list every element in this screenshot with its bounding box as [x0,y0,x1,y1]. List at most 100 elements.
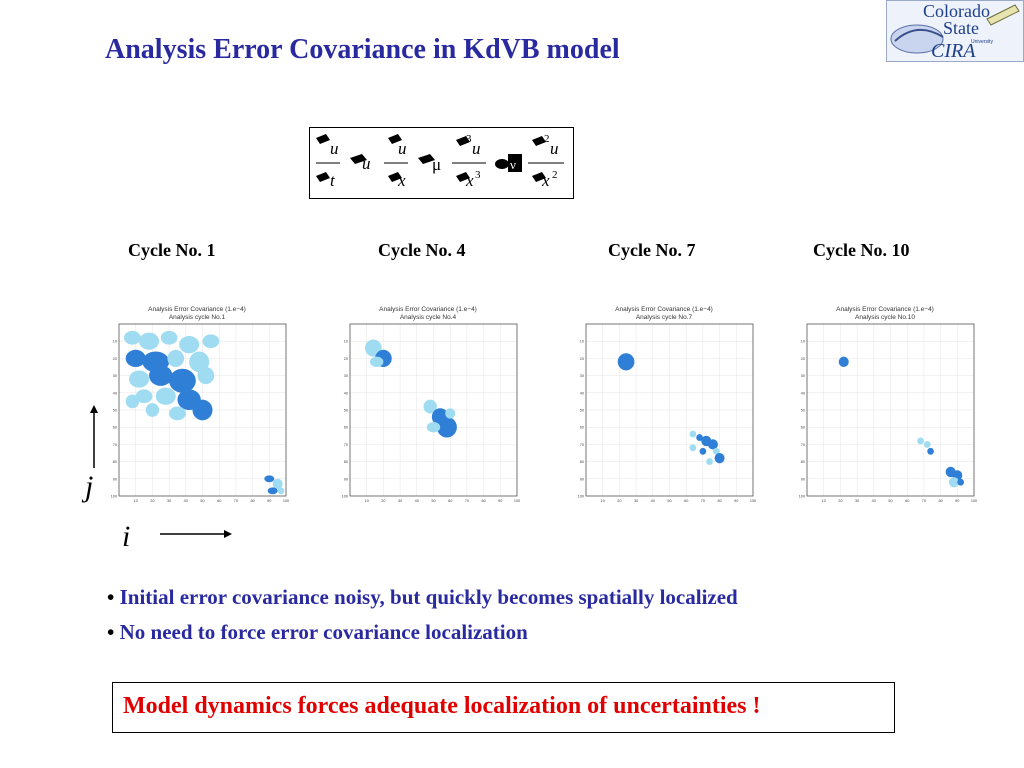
plot-frame [585,323,754,497]
y-tick-label: 30 [344,374,348,378]
x-tick-label: 20 [838,499,842,503]
covariance-blob [436,416,457,438]
eq-x-3: x [541,171,550,190]
eq-mu: μ [432,155,441,174]
x-tick-label: 50 [888,499,892,503]
y-tick-label: 40 [801,391,805,395]
x-tick-label: 20 [150,499,154,503]
x-tick-label: 50 [431,499,435,503]
x-tick-label: 90 [267,499,271,503]
y-tick-label: 70 [580,443,584,447]
covariance-blob [370,356,384,367]
covariance-blob [277,487,285,495]
y-tick-label: 100 [578,495,584,499]
bullet-list: • Initial error covariance noisy, but qu… [107,585,738,655]
x-tick-label: 100 [283,499,289,503]
covariance-blob [202,334,220,349]
x-tick-label: 60 [448,499,452,503]
y-tick-label: 70 [801,443,805,447]
covariance-blob [699,447,707,455]
eq-x-1: x [397,171,406,190]
x-tick-label: 80 [938,499,942,503]
covariance-plot-cycle-4: Analysis Error Covariance (1.e−4) Analysi… [336,302,521,505]
x-tick-label: 50 [200,499,204,503]
y-tick-label: 30 [580,374,584,378]
x-tick-label: 70 [234,499,238,503]
covariance-blob [160,330,178,345]
i-axis-label: i [122,520,131,553]
y-tick-label: 30 [801,374,805,378]
covariance-contours [617,353,725,466]
covariance-plot-cycle-1: Analysis Error Covariance (1.e−4) Analysi… [105,302,290,505]
eq-u-3: u [398,139,407,158]
logo-text-state: State [943,18,979,38]
covariance-contours [365,339,457,438]
x-tick-label: 60 [905,499,909,503]
y-tick-label: 80 [801,460,805,464]
covariance-blob [129,370,150,388]
covariance-blob [145,403,160,417]
covariance-blob [707,439,718,450]
y-tick-label: 10 [580,340,584,344]
x-tick-label: 40 [872,499,876,503]
covariance-blob [139,332,160,350]
covariance-blob [125,394,140,409]
x-tick-label: 30 [167,499,171,503]
logo-text-university: University [971,39,993,45]
y-tick-label: 10 [801,340,805,344]
logo-text-cira: CIRA [931,40,976,61]
cycle-label-1: Cycle No. 1 [128,240,216,260]
x-tick-label: 90 [955,499,959,503]
x-tick-label: 100 [514,499,520,503]
x-tick-label: 70 [701,499,705,503]
covariance-blob [927,447,934,455]
plot-subtitle: Analysis cycle No.7 [636,314,693,321]
covariance-blob [267,487,278,495]
x-tick-label: 20 [617,499,621,503]
plot-cycle-7: Analysis Error Covariance (1.e−4)Analysi… [578,306,757,503]
plot-frame [349,323,518,497]
y-tick-label: 100 [799,495,805,499]
covariance-blob [445,408,456,419]
covariance-blob [197,367,215,385]
y-tick-label: 50 [113,409,117,413]
covariance-blob [948,477,959,488]
covariance-blob [957,478,964,486]
eq-exp-3-bottom: 3 [475,169,481,181]
y-tick-label: 60 [580,426,584,430]
cycle-label-10: Cycle No. 10 [813,240,910,260]
x-tick-label: 100 [971,499,977,503]
plot-subtitle: Analysis cycle No.4 [400,314,457,321]
y-tick-label: 50 [580,409,584,413]
covariance-plot-cycle-10: Analysis Error Covariance (1.e−4) Analysi… [793,302,978,505]
y-tick-label: 10 [344,340,348,344]
x-tick-label: 20 [381,499,385,503]
x-tick-label: 70 [922,499,926,503]
y-tick-label: 100 [342,495,348,499]
covariance-blob [155,387,176,405]
covariance-blob [189,351,210,373]
y-tick-label: 100 [111,495,117,499]
plot-cycle-1: Analysis Error Covariance (1.e−4)Analysi… [111,306,290,503]
eq-u-4: u [472,139,481,158]
y-tick-label: 40 [580,391,584,395]
y-tick-label: 50 [344,409,348,413]
plot-subtitle: Analysis cycle No.10 [855,314,915,321]
y-tick-label: 90 [580,477,584,481]
y-tick-label: 10 [113,340,117,344]
cycle-label-4: Cycle No. 4 [378,240,466,260]
plot-title: Analysis Error Covariance (1.e−4) [148,306,246,313]
covariance-blob [272,478,283,490]
plot-frame [806,323,975,497]
y-tick-label: 90 [113,477,117,481]
csu-cira-logo: Colorado State University CIRA [886,0,1024,62]
plot-cycle-10: Analysis Error Covariance (1.e−4)Analysi… [799,306,978,503]
covariance-blob [192,399,213,421]
logo-graphic: Colorado State University CIRA [890,1,1020,61]
x-tick-label: 50 [667,499,671,503]
x-tick-label: 40 [415,499,419,503]
covariance-blob [169,368,196,393]
bullet-item-1: • Initial error covariance noisy, but qu… [107,585,738,609]
x-tick-label: 10 [601,499,605,503]
x-tick-label: 30 [634,499,638,503]
